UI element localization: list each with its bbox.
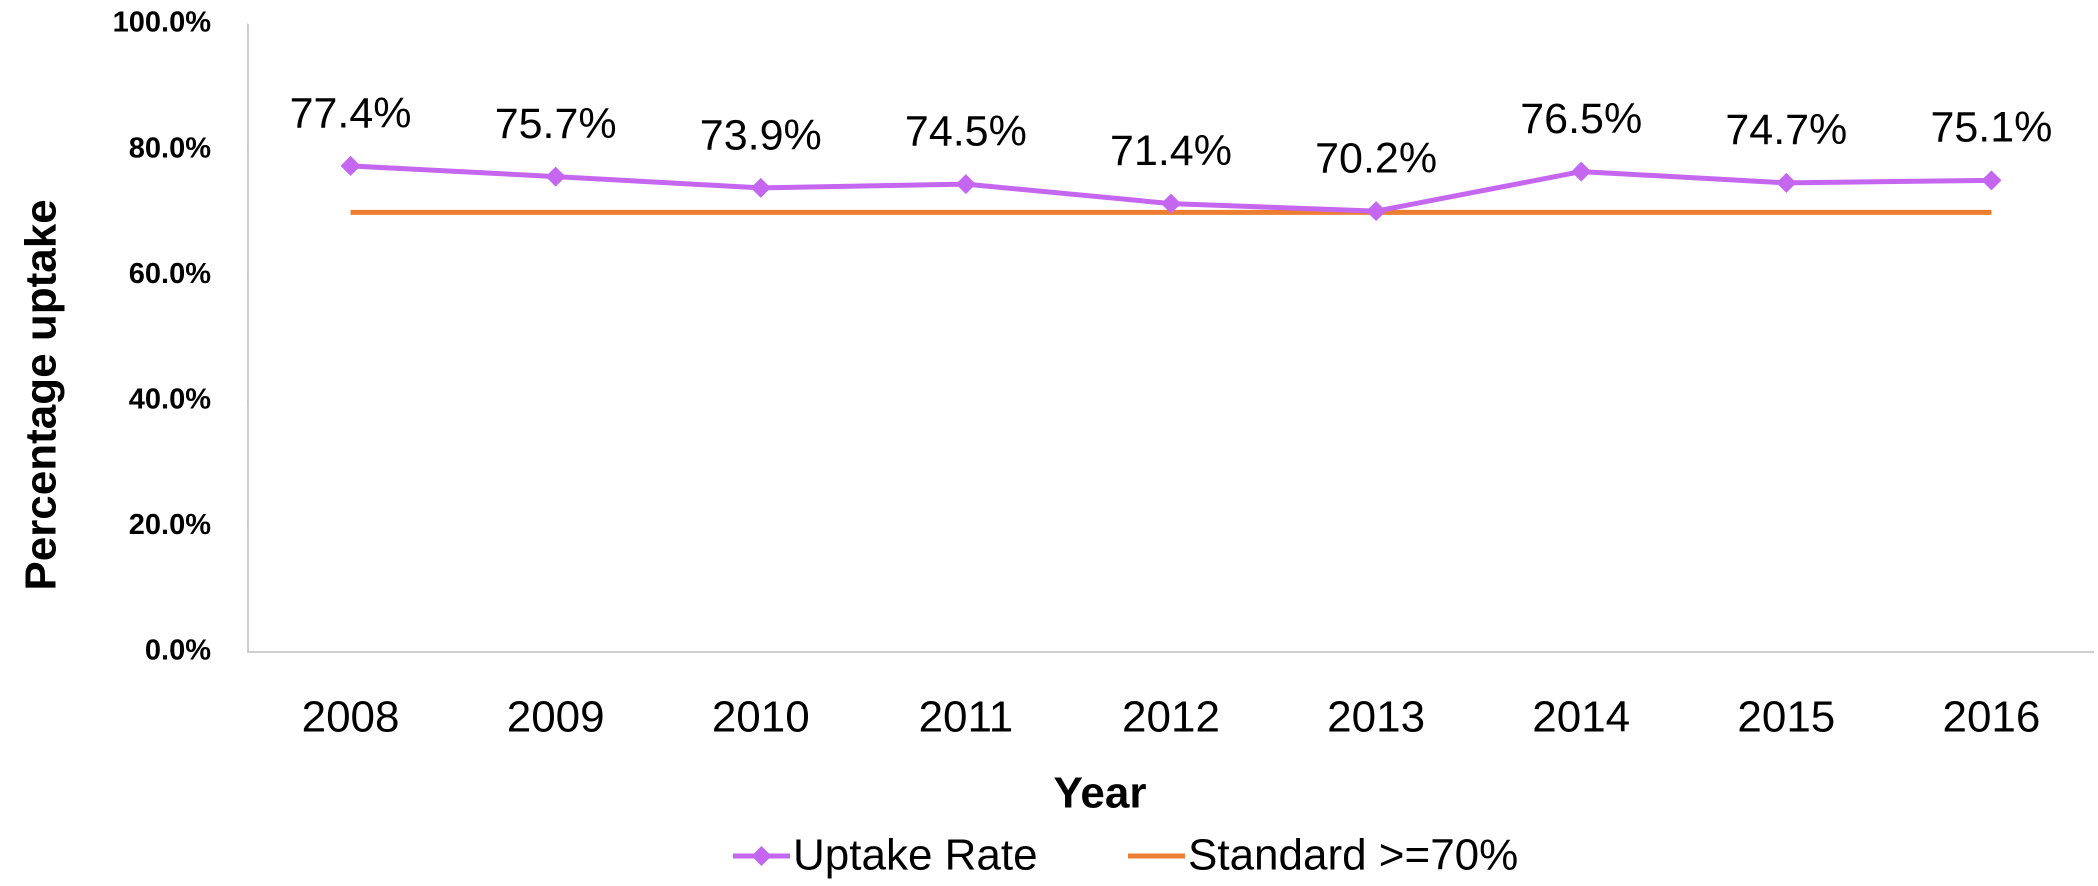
x-tick-label: 2008 <box>302 693 400 742</box>
data-point <box>340 155 361 176</box>
y-tick-label: 80.0% <box>129 132 211 164</box>
data-point <box>1571 161 1592 182</box>
y-tick-label: 60.0% <box>129 258 211 290</box>
y-tick-label: 0.0% <box>145 635 211 667</box>
x-tick-label: 2015 <box>1737 693 1835 742</box>
data-label: 75.1% <box>1930 104 2052 152</box>
data-label: 75.7% <box>495 100 617 148</box>
y-axis-title: Percentage uptake <box>17 199 66 590</box>
data-point <box>545 166 566 187</box>
data-label: 70.2% <box>1315 135 1437 183</box>
legend-label: Uptake Rate <box>793 831 1038 880</box>
legend-label: Standard >=70% <box>1188 831 1518 880</box>
legend-marker <box>751 846 772 866</box>
x-tick-label: 2016 <box>1942 693 2040 742</box>
x-tick-label: 2014 <box>1532 693 1630 742</box>
data-label: 77.4% <box>290 89 412 137</box>
data-point <box>1776 172 1797 193</box>
data-point <box>750 177 771 198</box>
data-label: 74.5% <box>905 107 1027 155</box>
x-tick-label: 2012 <box>1122 693 1220 742</box>
x-tick-label: 2010 <box>712 693 810 742</box>
data-label: 73.9% <box>700 111 822 159</box>
data-label: 74.7% <box>1725 106 1847 154</box>
y-tick-label: 100.0% <box>113 7 212 39</box>
data-point <box>1366 201 1387 222</box>
data-point <box>1161 193 1181 214</box>
x-axis-title: Year <box>1054 769 1147 818</box>
data-point <box>1981 170 2002 191</box>
y-tick-label: 20.0% <box>129 509 211 541</box>
x-tick-label: 2011 <box>919 693 1014 742</box>
x-tick-label: 2009 <box>507 693 605 742</box>
y-tick-label: 40.0% <box>129 383 211 415</box>
data-label: 76.5% <box>1520 95 1642 143</box>
data-label: 71.4% <box>1110 127 1232 175</box>
x-tick-label: 2013 <box>1327 693 1425 742</box>
data-point <box>955 174 976 195</box>
